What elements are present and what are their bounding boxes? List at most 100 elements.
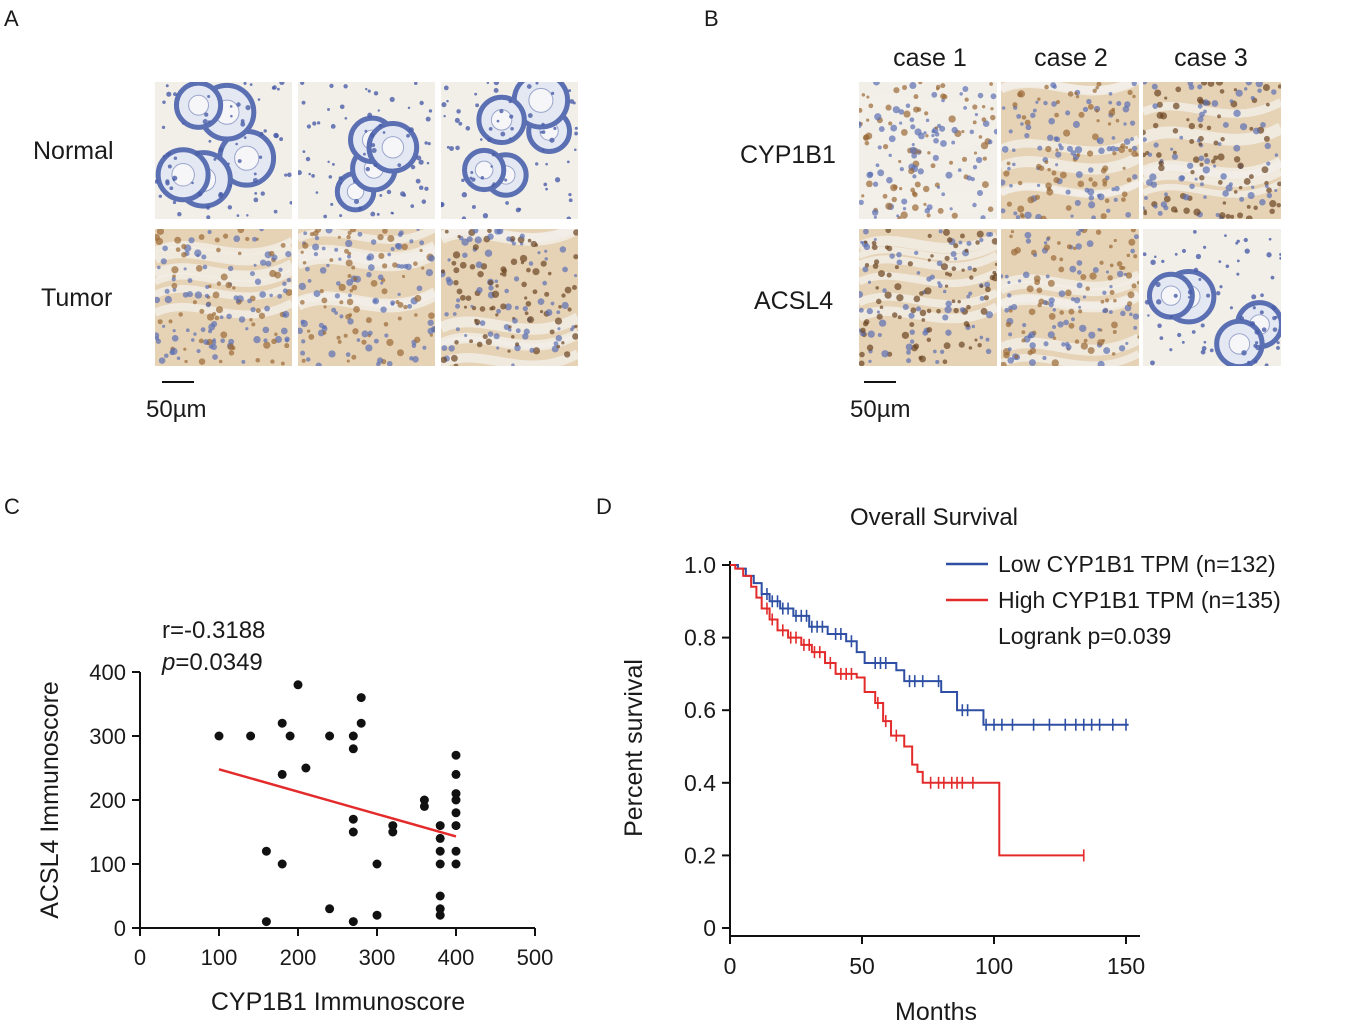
survival-chart: Overall Survival 0 50 100 150 0 0.2 0.4 0.6 0.8 1… (620, 504, 1281, 1026)
panel-b-letter: B (704, 6, 719, 31)
p-italic: p (161, 649, 175, 676)
scatter-y-tick-label: 200 (89, 788, 126, 813)
scatter-point (435, 891, 445, 901)
case-label-3: case 3 (1174, 44, 1248, 72)
scatter-point (451, 795, 461, 805)
scatter-y-tick-label: 400 (89, 660, 126, 685)
scatter-y-tick-label: 0 (114, 916, 126, 941)
micrograph-texture (155, 229, 292, 366)
micrograph-cyp1b1-case-3 (1143, 82, 1281, 219)
panel-b-row-label-acsl4: ACSL4 (754, 287, 834, 315)
panel-d-letter: D (596, 494, 612, 519)
micrograph-acsl4-case-1 (859, 229, 997, 366)
panel-b-scale-label: 50µm (850, 396, 911, 423)
scatter-x-tick-label: 100 (201, 945, 238, 970)
panel-a-letter: A (4, 6, 19, 31)
scatter-point (261, 917, 271, 927)
scatter-point (348, 814, 358, 824)
scatter-point (435, 846, 445, 856)
micrograph-texture (298, 229, 435, 366)
km-y-tick-label: 0.4 (684, 770, 716, 796)
micrograph-texture (298, 82, 435, 219)
scatter-fit-line (218, 768, 457, 838)
scatter-point (451, 769, 461, 779)
scatter-chart: r=-0.3188 p=0.0349 0 100 200 300 400 500 0 100 2… (36, 617, 553, 1016)
scatter-point (372, 859, 382, 869)
scatter-point (451, 846, 461, 856)
scatter-point (301, 763, 311, 773)
scatter-point (356, 693, 366, 703)
km-x-tick-label: 150 (1107, 953, 1145, 979)
scatter-point (261, 846, 271, 856)
micrograph-texture (1143, 82, 1281, 219)
scatter-x-axis-label: CYP1B1 Immunoscore (211, 988, 465, 1016)
km-y-tick-label: 0.2 (684, 842, 716, 868)
micrograph-texture (441, 229, 578, 366)
scatter-point (419, 795, 429, 805)
scatter-x-tick-label: 400 (438, 945, 475, 970)
correlation-p-label: p=0.0349 (161, 649, 263, 676)
micrograph-texture (155, 82, 292, 219)
micrograph-cyp1b1-case-1 (859, 82, 997, 219)
km-y-tick-label: 0.8 (684, 625, 716, 651)
scatter-point (451, 859, 461, 869)
micrograph-tumor-2 (298, 229, 435, 366)
scatter-point (451, 789, 461, 799)
micrograph-texture (1001, 82, 1139, 219)
scatter-points (214, 680, 461, 927)
regression-line (218, 768, 457, 838)
scatter-point (348, 744, 358, 754)
scatter-x-tick-label: 0 (134, 945, 146, 970)
panel-a-row-label-tumor: Tumor (41, 284, 113, 312)
panel-c-letter: C (4, 494, 20, 519)
scatter-point (214, 731, 224, 741)
scatter-axes: 0 100 200 300 400 500 0 100 200 300 400 (89, 660, 553, 970)
km-axes: 0 50 100 150 0 0.2 0.4 0.6 0.8 1.0 (684, 552, 1145, 979)
scatter-point (435, 859, 445, 869)
case-label-1: case 1 (893, 44, 967, 72)
scatter-point (451, 808, 461, 818)
survival-chart-title: Overall Survival (850, 504, 1018, 531)
logrank-label: Logrank p=0.039 (998, 623, 1171, 649)
scatter-point (435, 904, 445, 914)
scatter-point (293, 680, 303, 690)
scatter-point (348, 917, 358, 927)
scatter-point (285, 731, 295, 741)
panel-a-row-label-normal: Normal (33, 137, 114, 165)
micrograph-acsl4-case-2 (1001, 229, 1139, 366)
scatter-x-tick-label: 200 (280, 945, 317, 970)
micrograph-texture (859, 229, 997, 366)
km-y-tick-label: 1.0 (684, 552, 716, 578)
scatter-point (451, 821, 461, 831)
km-y-tick-label: 0.6 (684, 697, 716, 723)
scatter-point (348, 731, 358, 741)
km-y-axis-label: Percent survival (620, 659, 648, 837)
scatter-point (277, 718, 287, 728)
scatter-x-tick-label: 500 (517, 945, 554, 970)
km-x-tick-label: 100 (975, 953, 1013, 979)
legend-label-low: Low CYP1B1 TPM (n=132) (998, 551, 1276, 577)
scatter-point (419, 801, 429, 811)
micrograph-texture (1001, 229, 1139, 366)
km-y-tick-label: 0 (703, 915, 716, 941)
scatter-point (388, 827, 398, 837)
scatter-point (372, 910, 382, 920)
scatter-y-tick-label: 100 (89, 852, 126, 877)
km-curves (730, 564, 1129, 862)
micrograph-normal-2 (298, 82, 435, 219)
km-curve-low (730, 564, 1129, 726)
km-x-tick-label: 0 (724, 953, 737, 979)
scatter-y-tick-label: 300 (89, 724, 126, 749)
km-x-tick-label: 50 (849, 953, 875, 979)
scatter-point (325, 731, 335, 741)
scatter-y-axis-label: ACSL4 Immunoscore (36, 681, 64, 919)
scatter-point (356, 718, 366, 728)
p-value: =0.0349 (175, 649, 262, 676)
scatter-point (435, 821, 445, 831)
panel-a-scale-label: 50µm (146, 396, 207, 423)
legend-label-high: High CYP1B1 TPM (n=135) (998, 587, 1281, 613)
correlation-r-label: r=-0.3188 (162, 617, 265, 644)
scatter-point (451, 750, 461, 760)
micrograph-acsl4-case-3 (1143, 229, 1281, 366)
scatter-point (435, 910, 445, 920)
